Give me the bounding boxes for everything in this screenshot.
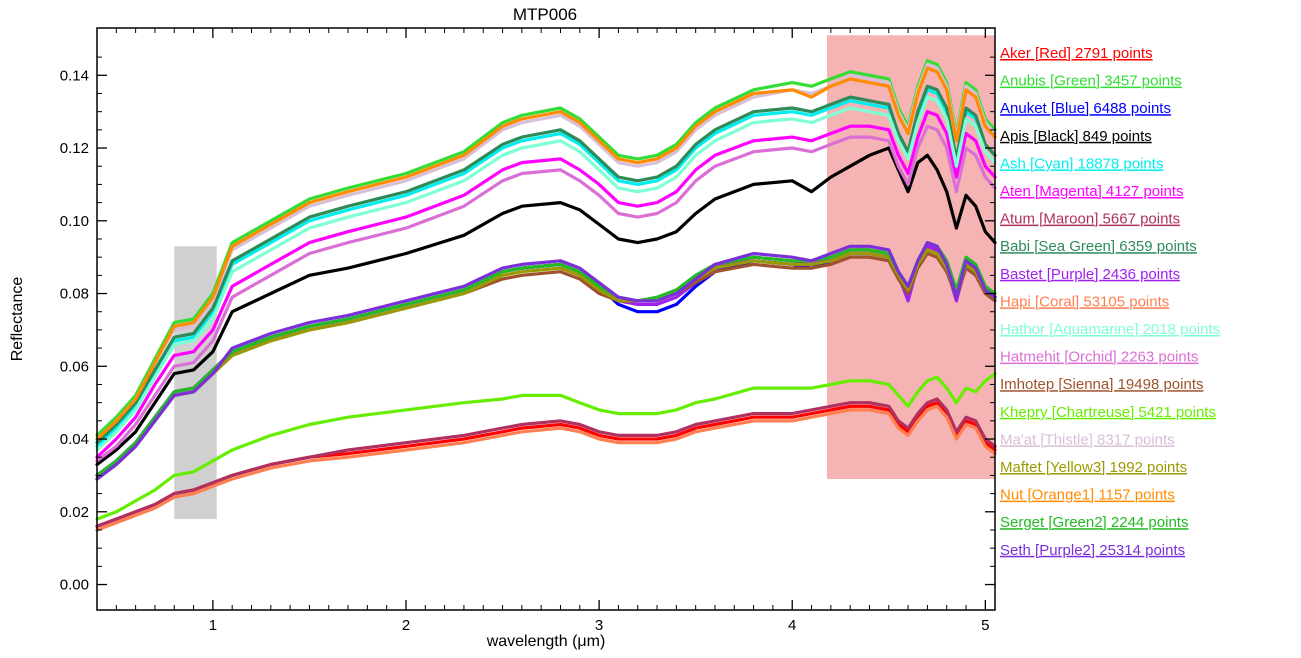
legend-entry-3: Anuket [Blue] 6488 points: [1000, 100, 1171, 117]
series-line-11: [95, 95, 997, 452]
legend-entry-17: Nut [Orange1] 1157 points: [1000, 487, 1175, 504]
legend-entry-4: Apis [Black] 849 points: [1000, 128, 1152, 145]
legend-entry-11: Hathor [Aquamarine] 2018 points: [1000, 321, 1220, 338]
y-tick-label: 0.00: [60, 577, 89, 594]
series-line-4: [95, 146, 997, 467]
legend-entry-6: Aten [Magenta] 4127 points: [1000, 183, 1183, 200]
series-line-8: [95, 84, 997, 445]
series-line-7: [95, 397, 997, 528]
y-tick-label: 0.02: [60, 504, 89, 521]
y-tick-label: 0.12: [60, 140, 89, 157]
legend-entry-5: Ash [Cyan] 18878 points: [1000, 155, 1163, 172]
x-axis-title: wavelength (μm): [486, 633, 606, 650]
series-line-10: [95, 404, 997, 532]
legend-entry-2: Anubis [Green] 3457 points: [1000, 73, 1182, 90]
legend-entry-12: Hatmehit [Orchid] 2263 points: [1000, 349, 1198, 366]
legend-entry-19: Seth [Purple2] 25314 points: [1000, 542, 1185, 559]
legend-entry-18: Serget [Green2] 2244 points: [1000, 514, 1188, 531]
y-tick-label: 0.04: [60, 431, 89, 448]
series-line-17: [95, 66, 997, 441]
series-line-6: [95, 110, 997, 459]
legend-entry-15: Ma'at [Thistle] 8317 points: [1000, 431, 1175, 448]
legend: Aker [Red] 2791 points Anubis [Green] 345…: [1000, 45, 1220, 559]
legend-entry-14: Khepry [Chartreuse] 5421 points: [1000, 404, 1216, 421]
y-tick-label: 0.10: [60, 213, 89, 230]
legend-entry-13: Imhotep [Sienna] 19498 points: [1000, 376, 1203, 393]
x-tick-label: 4: [788, 617, 796, 634]
x-tick-label: 1: [209, 617, 217, 634]
legend-entry-10: Hapi [Coral] 53105 points: [1000, 293, 1169, 310]
y-tick-label: 0.06: [60, 358, 89, 375]
legend-entry-7: Atum [Maroon] 5667 points: [1000, 211, 1180, 228]
legend-entry-1: Aker [Red] 2791 points: [1000, 45, 1153, 62]
highlight-region-1: [174, 246, 217, 520]
y-tick-label: 0.14: [60, 67, 89, 84]
x-tick-label: 5: [981, 617, 989, 634]
chart-title: MTP006: [513, 5, 577, 24]
y-tick-label: 0.08: [60, 286, 89, 303]
series-line-12: [95, 124, 997, 463]
legend-entry-16: Maftet [Yellow3] 1992 points: [1000, 459, 1187, 476]
x-tick-label: 3: [595, 617, 603, 634]
axes: 1 2 3 4 5 0.00 0.02 0.04 0.06 0.08 0.10 0.12 0.14: [60, 28, 995, 634]
legend-entry-9: Bastet [Purple] 2436 points: [1000, 266, 1180, 283]
series-line-14: [95, 372, 997, 521]
legend-entry-8: Babi [Sea Green] 6359 points: [1000, 238, 1197, 255]
plot-area: [95, 35, 997, 532]
series-line-19: [95, 241, 997, 481]
y-axis-title: Reflectance: [9, 277, 26, 362]
x-tick-label: 2: [402, 617, 410, 634]
plot-frame: [96, 27, 996, 611]
